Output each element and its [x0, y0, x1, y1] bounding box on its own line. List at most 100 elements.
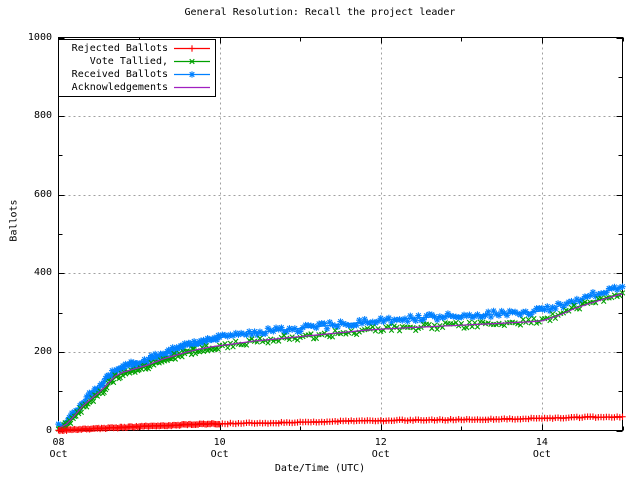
data-point-marker [297, 328, 303, 335]
data-point-marker [386, 323, 392, 330]
data-point-marker [396, 316, 403, 323]
data-point-marker [490, 308, 497, 314]
data-point-marker [204, 348, 211, 354]
data-point-marker [512, 309, 518, 315]
data-point-marker [461, 312, 467, 318]
y-tick-label: 1000 [27, 31, 52, 43]
data-point-marker [466, 312, 473, 318]
x-axis-label: Date/Time (UTC) [274, 463, 366, 474]
data-point-marker [493, 311, 499, 317]
data-point-marker [453, 319, 459, 326]
data-point-marker [431, 314, 438, 320]
chart-legend: Rejected Ballots Vote Tallied, Received Ba… [58, 39, 216, 97]
data-point-marker [525, 316, 532, 323]
legend-item[interactable]: Received Ballots [59, 68, 215, 81]
data-point-marker [378, 315, 384, 321]
data-point-marker [270, 328, 277, 334]
x-tick-label: 08 Oct [49, 437, 68, 460]
legend-item-label: Received Ballots [71, 69, 168, 80]
data-point-marker [582, 299, 588, 305]
data-point-marker [421, 316, 427, 323]
data-point-marker [568, 298, 575, 304]
data-point-marker [191, 338, 197, 345]
data-point-marker [233, 338, 239, 345]
data-point-marker [188, 351, 195, 358]
legend-item[interactable]: Rejected Ballots [59, 42, 215, 55]
data-point-marker [332, 327, 338, 334]
data-point-marker [128, 359, 134, 365]
data-point-marker [375, 325, 381, 332]
data-point-marker [547, 317, 553, 324]
x-tick-label: 10 Oct [210, 437, 229, 460]
y-tick-label: 200 [33, 345, 52, 357]
data-point-marker [520, 316, 526, 323]
data-point-marker [531, 315, 537, 322]
data-point-marker [222, 332, 228, 338]
data-point-marker [474, 311, 481, 318]
y-tick-label: 0 [45, 424, 52, 436]
series-rejected-ballots [55, 413, 626, 435]
data-point-marker [262, 338, 268, 344]
data-point-marker [141, 356, 148, 363]
data-point-marker [292, 325, 298, 332]
data-point-marker [241, 331, 247, 337]
axis-ticks [58, 37, 624, 432]
data-point-marker [267, 327, 274, 334]
data-point-marker [353, 322, 360, 328]
data-point-marker [343, 321, 349, 328]
data-series-layer [55, 283, 626, 435]
data-point-marker [574, 296, 580, 302]
data-point-marker [313, 325, 320, 331]
x-tick-label: 14 Oct [532, 437, 551, 460]
data-point-marker [286, 325, 293, 332]
data-point-marker [442, 320, 448, 326]
data-point-marker [233, 330, 239, 336]
data-point-marker [496, 312, 502, 319]
data-point-marker [579, 300, 585, 307]
data-point-marker [571, 300, 577, 306]
data-point-marker [327, 319, 333, 325]
data-point-marker [329, 334, 336, 340]
data-point-marker [539, 305, 545, 311]
data-point-marker [576, 306, 583, 312]
data-point-marker [249, 336, 255, 342]
data-point-marker [321, 320, 328, 327]
y-tick-label: 600 [33, 188, 52, 200]
data-point-marker [552, 306, 559, 312]
data-point-marker [590, 289, 596, 295]
legend-item[interactable]: Vote Tallied, [59, 55, 215, 68]
legend-item[interactable]: Acknowledgements [59, 81, 215, 94]
data-point-marker [507, 308, 513, 314]
data-point-marker [474, 324, 481, 330]
data-point-marker [391, 323, 397, 329]
data-point-marker [359, 320, 365, 327]
series-line [58, 293, 623, 429]
data-point-marker [445, 310, 451, 317]
data-point-marker [598, 295, 604, 301]
data-point-marker [257, 335, 263, 342]
data-point-marker [501, 310, 508, 316]
legend-sample-none-icon [174, 86, 210, 89]
data-point-marker [265, 325, 271, 331]
data-point-marker [560, 304, 567, 311]
data-point-marker [105, 372, 111, 378]
legend-item-label: Acknowledgements [71, 82, 168, 93]
data-point-marker [67, 420, 74, 427]
legend-sample-cross-icon [174, 58, 210, 65]
data-point-marker [262, 331, 268, 337]
data-point-marker [84, 404, 90, 410]
data-point-marker [563, 307, 569, 313]
data-point-marker [549, 311, 556, 317]
data-point-marker [370, 319, 376, 325]
data-point-marker [523, 308, 529, 315]
data-point-marker [131, 359, 137, 366]
data-point-marker [356, 317, 362, 323]
data-point-marker [278, 324, 285, 331]
data-point-marker [504, 312, 510, 319]
data-point-marker [202, 347, 208, 353]
data-point-marker [340, 320, 346, 327]
data-point-marker [265, 340, 271, 346]
data-point-marker [396, 328, 403, 334]
data-point-marker [329, 322, 336, 328]
data-point-marker [313, 335, 320, 342]
